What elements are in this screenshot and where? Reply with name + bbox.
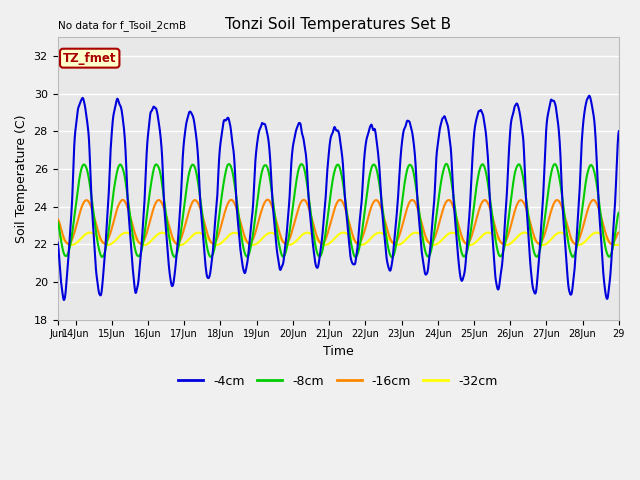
Y-axis label: Soil Temperature (C): Soil Temperature (C) — [15, 114, 28, 243]
Text: No data for f_Tsoil_2cmB: No data for f_Tsoil_2cmB — [58, 20, 186, 31]
Legend: -4cm, -8cm, -16cm, -32cm: -4cm, -8cm, -16cm, -32cm — [173, 370, 503, 393]
Title: Tonzi Soil Temperatures Set B: Tonzi Soil Temperatures Set B — [225, 17, 451, 32]
Text: TZ_fmet: TZ_fmet — [63, 52, 116, 65]
X-axis label: Time: Time — [323, 345, 353, 358]
